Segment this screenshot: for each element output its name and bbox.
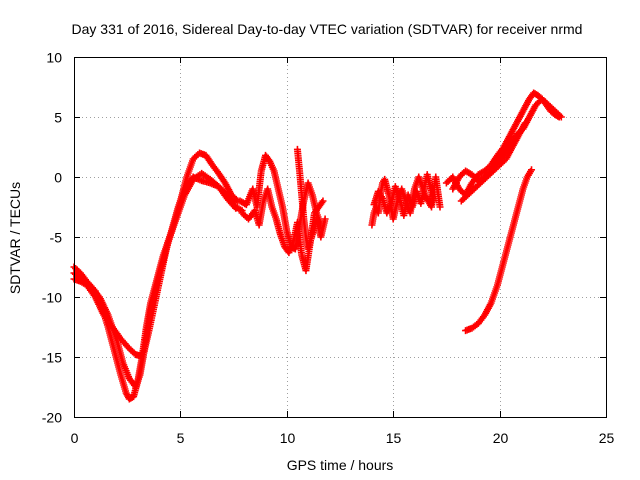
series-track-11 — [457, 119, 529, 205]
data-points — [70, 89, 565, 403]
data-point — [528, 166, 536, 174]
y-tick-labels: -20 -15 -10 -5 0 5 10 — [42, 50, 62, 426]
data-point — [232, 204, 240, 212]
y-tick-label: -15 — [42, 350, 62, 366]
data-point — [521, 119, 529, 127]
y-tick-label: -5 — [50, 230, 63, 246]
x-tick-label: 25 — [599, 430, 615, 446]
series-track-6 — [293, 145, 329, 253]
y-tick-label: -10 — [42, 290, 62, 306]
data-point — [430, 197, 438, 205]
data-point — [321, 215, 329, 223]
y-tick-label: 10 — [46, 50, 62, 66]
y-axis-label: SDTVAR / TECUs — [7, 182, 23, 294]
x-tick-label: 5 — [177, 430, 185, 446]
grid — [74, 57, 606, 417]
series-track-3 — [70, 169, 240, 360]
series-track-12 — [462, 166, 536, 335]
series-track-9 — [442, 89, 563, 199]
y-tick-label: 0 — [54, 170, 62, 186]
data-point — [436, 203, 444, 211]
x-tick-label: 15 — [386, 430, 402, 446]
data-point — [557, 113, 565, 121]
y-tick-label: 5 — [54, 110, 62, 126]
data-point — [318, 199, 326, 206]
y-tick-label: -20 — [42, 410, 62, 426]
x-tick-label: 0 — [71, 430, 79, 446]
x-tick-label: 10 — [280, 430, 296, 446]
plot-frame — [74, 57, 607, 418]
x-axis-label: GPS time / hours — [287, 457, 394, 473]
series-track-8 — [370, 171, 438, 219]
x-tick-labels: 0 5 10 15 20 25 — [71, 430, 615, 446]
x-tick-label: 20 — [493, 430, 509, 446]
chart-title: Day 331 of 2016, Sidereal Day-to-day VTE… — [72, 21, 583, 37]
data-point — [319, 197, 327, 205]
